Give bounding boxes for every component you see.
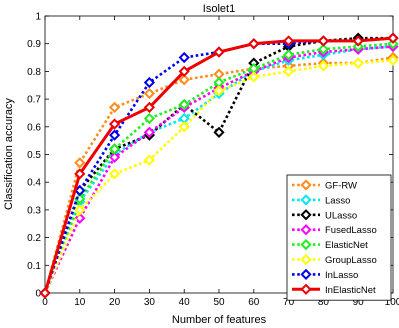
series-inelasticnet [39, 32, 399, 299]
data-point [108, 118, 121, 130]
data-point [39, 287, 51, 299]
data-point [108, 129, 121, 141]
data-point [143, 154, 156, 166]
legend-label: InElasticNet [325, 285, 376, 296]
legend-swatch-marker [300, 209, 312, 221]
data-point [74, 184, 86, 197]
data-point [74, 168, 86, 180]
series-lines [39, 32, 399, 299]
legend-swatch-marker [300, 238, 312, 251]
legend-label: Lasso [325, 195, 350, 206]
y-tick-label: 0.6 [27, 122, 41, 133]
data-point [213, 46, 225, 58]
x-tick-label: 50 [213, 297, 225, 308]
x-tick-label: 10 [74, 297, 86, 308]
x-tick-label: 60 [248, 297, 260, 308]
y-tick-label: 0.7 [27, 95, 41, 106]
data-point [352, 57, 364, 69]
data-point [282, 49, 295, 61]
data-point [248, 38, 260, 50]
legend-swatch-marker [300, 194, 312, 206]
data-point [178, 65, 190, 78]
y-tick-label: 0.2 [27, 233, 41, 244]
legend-swatch-marker [300, 283, 312, 295]
data-point [248, 71, 260, 83]
legend-label: GF-RW [325, 181, 357, 192]
data-point [74, 212, 86, 224]
data-point [108, 143, 121, 155]
x-tick-label: 70 [283, 297, 295, 308]
data-point [74, 204, 86, 216]
x-tick-label: 30 [144, 297, 156, 308]
data-point [143, 126, 156, 138]
y-tick-label: 0.5 [27, 150, 41, 161]
data-point [387, 54, 399, 66]
data-point [108, 168, 121, 180]
x-tick-label: 100 [385, 297, 399, 308]
data-point [143, 112, 156, 125]
data-point [352, 35, 364, 47]
legend-swatch-marker [300, 253, 312, 266]
data-point [282, 35, 295, 47]
y-tick-label: 0.4 [27, 178, 41, 189]
legend-swatch-marker [300, 224, 312, 236]
legend-swatch-marker [300, 268, 312, 281]
data-point [317, 60, 330, 72]
x-tick-label: 20 [109, 297, 121, 308]
data-point [108, 101, 121, 114]
data-point [178, 121, 190, 133]
data-point [178, 74, 190, 86]
data-point [108, 151, 121, 163]
legend-label: ULasso [325, 210, 357, 221]
legend-box [286, 174, 392, 301]
series-line [43, 56, 394, 294]
y-axis-label: Classification accuracy [3, 98, 15, 210]
y-tick-label: 0.3 [27, 205, 41, 216]
y-tick-label: 0.9 [27, 39, 41, 50]
data-point [143, 87, 156, 100]
x-tick-label: 90 [353, 297, 365, 308]
legend-swatch-marker [300, 179, 312, 191]
data-point [387, 32, 399, 44]
data-point [317, 35, 330, 47]
x-tick-label: 80 [318, 297, 330, 308]
y-tick-label: 1 [35, 12, 41, 23]
x-axis-label: Number of features [172, 314, 267, 326]
y-tick-label: 0.8 [27, 67, 41, 78]
data-point [213, 85, 225, 97]
legend-label: GroupLasso [325, 255, 377, 266]
chart-title: Isolet1 [203, 3, 235, 15]
legend-label: InLasso [325, 270, 358, 281]
data-point [74, 157, 86, 169]
legend-label: ElasticNet [325, 240, 368, 251]
axes: 0 10 20 30 40 50 60 70 80 90 100 0 0.1 0.2 0.3 0.4 0.5 0.… [27, 12, 399, 309]
data-point [143, 76, 156, 89]
y-tick-label: 0 [35, 289, 41, 300]
data-point [143, 101, 156, 114]
data-point [178, 99, 190, 111]
legend: GF-RW Lasso ULasso FusedLasso ElasticNet Grou… [286, 174, 392, 301]
data-point [282, 65, 295, 78]
series-elasticnet [39, 38, 399, 299]
y-tick-label: 0.1 [27, 261, 41, 272]
x-tick-label: 40 [179, 297, 191, 308]
data-point [178, 51, 190, 64]
data-point [213, 126, 225, 138]
x-tick-label: 0 [42, 297, 48, 308]
legend-label: FusedLasso [325, 225, 377, 236]
data-point [317, 43, 330, 55]
